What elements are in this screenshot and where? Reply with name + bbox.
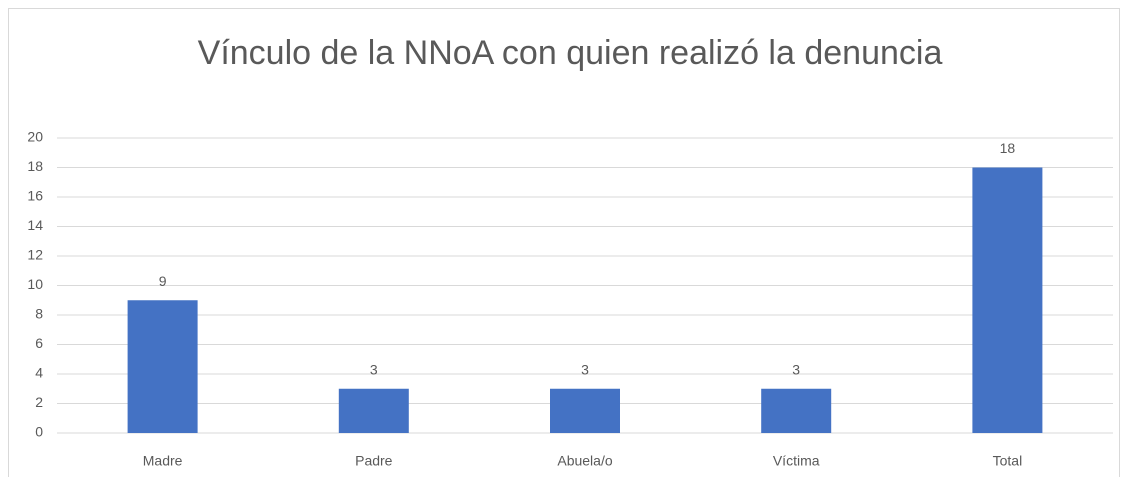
data-label: 3 xyxy=(370,361,378,377)
y-tick-label: 2 xyxy=(35,394,43,410)
y-tick-label: 20 xyxy=(27,129,43,145)
y-tick-label: 12 xyxy=(27,247,43,263)
x-tick-label: Padre xyxy=(355,453,393,469)
chart-title: Vínculo de la NNoA con quien realizó la … xyxy=(198,34,943,72)
data-label: 3 xyxy=(792,361,800,377)
data-label: 9 xyxy=(159,273,167,289)
y-tick-label: 16 xyxy=(27,188,43,204)
y-tick-label: 0 xyxy=(35,424,43,440)
y-tick-label: 8 xyxy=(35,306,43,322)
bar xyxy=(127,300,198,433)
y-tick-label: 14 xyxy=(27,217,43,233)
bar xyxy=(550,388,620,433)
x-tick-label: Madre xyxy=(143,453,183,469)
bar xyxy=(972,167,1043,433)
bar xyxy=(338,388,409,433)
x-tick-label: Víctima xyxy=(773,453,820,469)
data-label: 18 xyxy=(1000,140,1016,156)
y-tick-label: 4 xyxy=(35,365,43,381)
y-tick-label: 6 xyxy=(35,335,43,351)
x-tick-label: Abuela/o xyxy=(557,453,612,469)
y-tick-label: 10 xyxy=(27,276,43,292)
y-tick-label: 18 xyxy=(27,158,43,174)
bar xyxy=(761,388,832,433)
x-tick-label: Total xyxy=(993,453,1023,469)
data-label: 3 xyxy=(581,361,589,377)
